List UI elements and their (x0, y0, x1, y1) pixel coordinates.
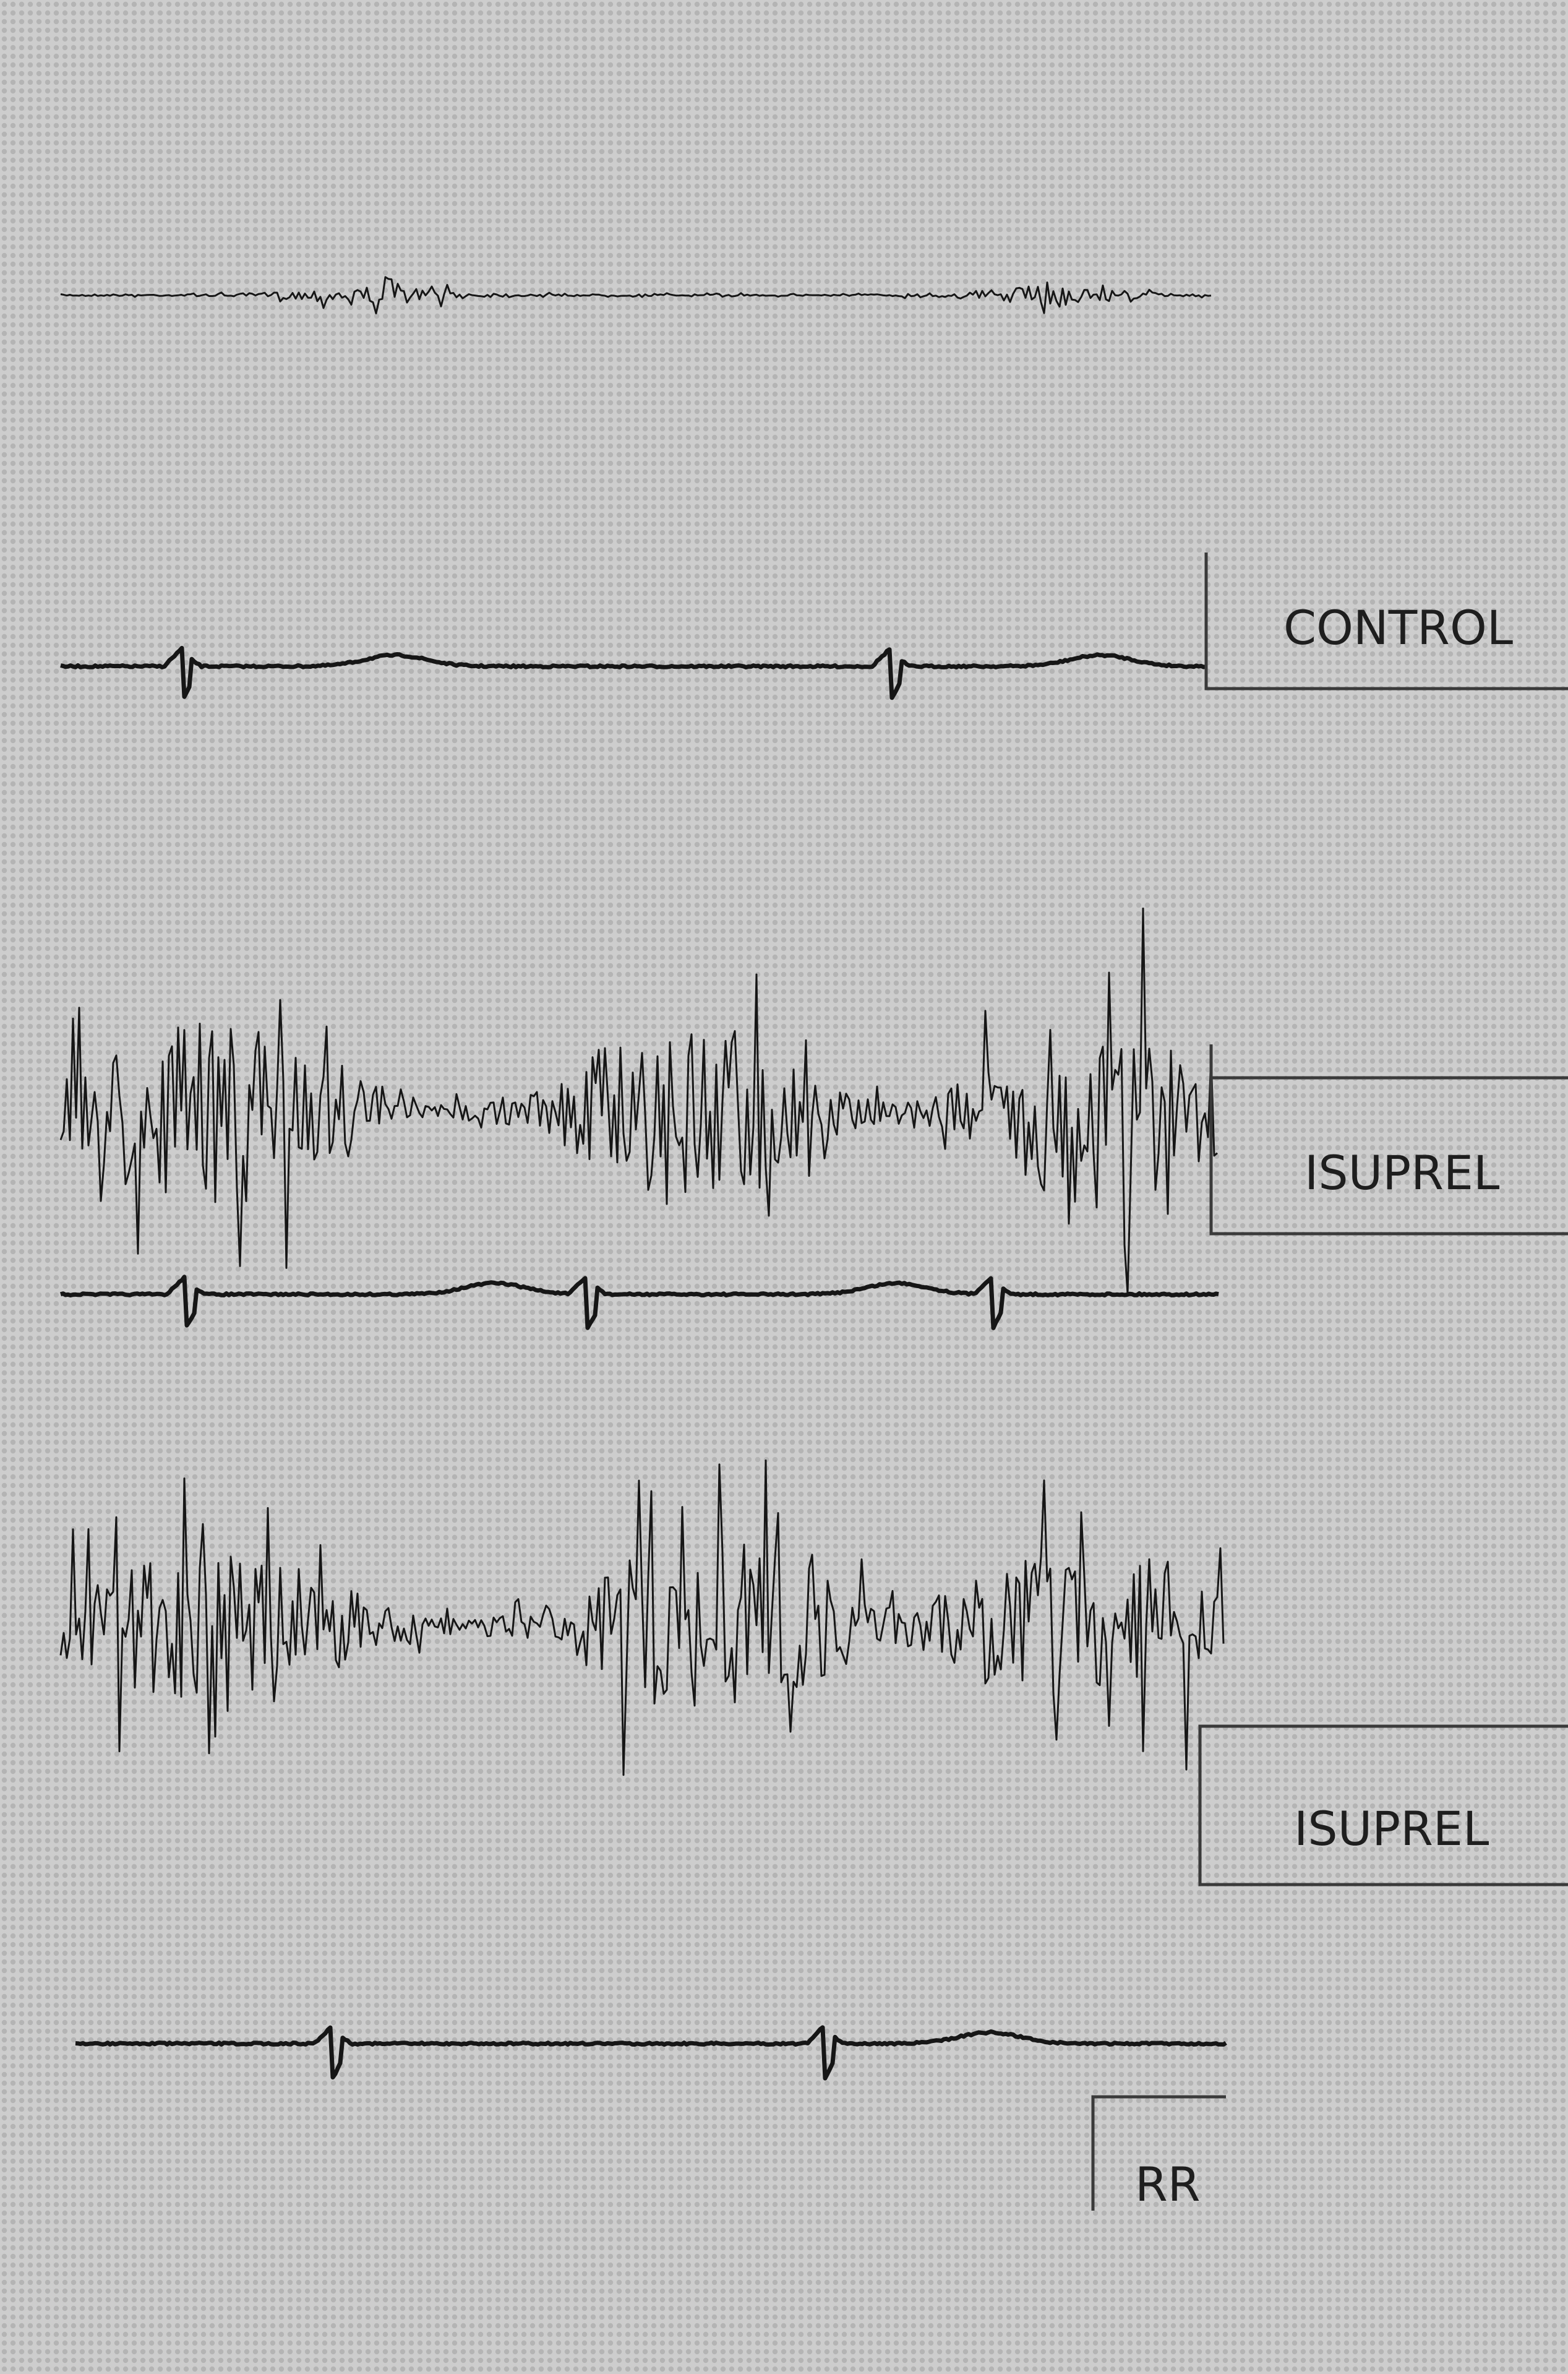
panel-label: ISUPREL (1305, 1145, 1499, 1200)
scale-label: RR (1135, 2157, 1201, 2212)
panel-label: CONTROL (1283, 600, 1513, 655)
figure: CONTROL ISUPREL ISUPREL RR (0, 0, 1568, 2374)
panel-label: ISUPREL (1294, 1801, 1489, 1856)
